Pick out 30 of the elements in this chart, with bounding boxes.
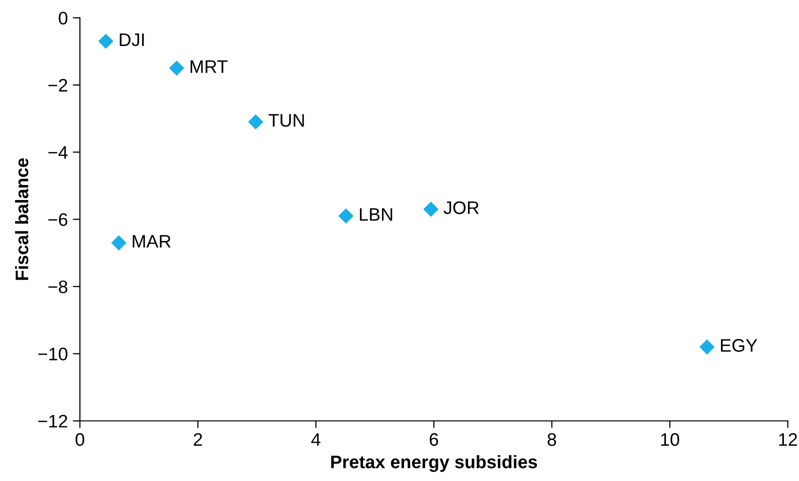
point: [98, 34, 114, 49]
x-tick-label: 0: [76, 433, 84, 446]
x-tick-label: 8: [548, 433, 556, 446]
x-tick-label: 2: [194, 433, 202, 446]
point: [423, 202, 439, 217]
y-tick-label: −8: [48, 280, 68, 294]
annotation: DJI: [120, 34, 144, 46]
x-tick-label: 4: [311, 433, 320, 446]
x-axis-title: Pretax energy subsidies: [331, 455, 537, 472]
x-tick-label: 6: [430, 433, 438, 446]
point: [169, 60, 184, 76]
y-tick-label: −10: [38, 348, 68, 360]
y-tick-label: −6: [48, 213, 68, 226]
annotation: JOR: [444, 201, 479, 214]
x-tick-label: 12: [779, 433, 797, 446]
annotation: MAR: [132, 235, 171, 248]
y-axis-title: Fiscal balance: [15, 158, 28, 280]
point: [248, 114, 264, 130]
y-tick-label: −2: [48, 78, 68, 92]
point: [338, 208, 354, 224]
x-tick-label: 10: [661, 433, 680, 446]
annotation: EGY: [720, 339, 758, 352]
y-tick-label: 0: [58, 12, 68, 25]
annotation: MRT: [190, 60, 228, 73]
annotation: LBN: [360, 208, 392, 221]
point: [699, 339, 715, 355]
point: [111, 235, 126, 250]
y-tick-label: −4: [48, 146, 68, 159]
y-tick-label: −12: [38, 414, 68, 428]
annotation: TUN: [268, 114, 304, 127]
